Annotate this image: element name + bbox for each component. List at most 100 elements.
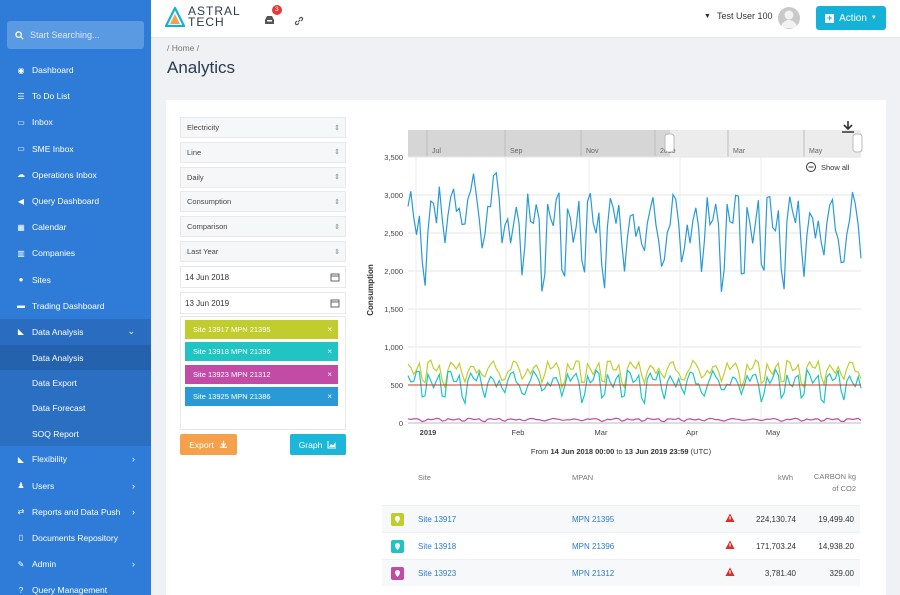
- export-button[interactable]: Export: [180, 434, 237, 455]
- mpan-link[interactable]: MPN 21396: [572, 542, 615, 551]
- sidebar-item-sites[interactable]: ● Sites: [0, 267, 151, 293]
- sidebar-item-trading-dashboard[interactable]: ▬ Trading Dashboard: [0, 293, 151, 319]
- sidebar-item-label: Trading Dashboard: [32, 300, 105, 311]
- x-tick-label: 2019: [420, 428, 437, 437]
- select-line[interactable]: Line ⇕: [180, 141, 346, 163]
- user-menu[interactable]: ▼ Test User 100: [704, 11, 772, 21]
- sidebar-item-label: Query Dashboard: [32, 196, 100, 207]
- site-link[interactable]: Site 13917: [418, 515, 457, 524]
- mpan-link[interactable]: MPN 21312: [572, 569, 615, 578]
- link-button[interactable]: [294, 13, 304, 31]
- navigator-selection[interactable]: [670, 130, 861, 157]
- search-placeholder: Start Searching...: [30, 30, 100, 40]
- site-tag-label: Site 13918 MPN 21396: [193, 347, 271, 357]
- select-last-year[interactable]: Last Year ⇕: [180, 241, 346, 262]
- select-consumption[interactable]: Consumption ⇕: [180, 191, 346, 213]
- graph-button[interactable]: Graph: [290, 434, 346, 455]
- site-marker: [391, 513, 404, 526]
- series-line[interactable]: [407, 417, 862, 423]
- table-row[interactable]: Site 13917 MPN 21395 224,130.74 19,499.40: [382, 505, 860, 532]
- sidebar-subitem-soq-report[interactable]: SOQ Report: [0, 420, 151, 447]
- notifications-button[interactable]: 3: [264, 5, 282, 30]
- sidebar-item-inbox[interactable]: ▭ Inbox: [0, 109, 151, 135]
- series-line[interactable]: [407, 367, 862, 406]
- site-link[interactable]: Site 13923: [418, 569, 457, 578]
- sidebar-item-label: Operations Inbox: [32, 169, 97, 180]
- map-pin-icon: [395, 570, 400, 577]
- col-header-carbon-line1: CARBON kg: [813, 472, 856, 481]
- sidebar-item-flexibility[interactable]: ◣ Flexibility ›: [0, 446, 151, 472]
- site-tag[interactable]: Site 13923 MPN 21312 ×: [185, 364, 338, 384]
- dashboard-icon: ◉: [17, 65, 25, 75]
- sidebar-subitem-data-forecast[interactable]: Data Forecast: [0, 395, 151, 421]
- sidebar-item-operations-inbox[interactable]: ☁ Operations Inbox: [0, 162, 151, 188]
- col-header-carbon[interactable]: CARBON kg of CO2: [806, 471, 856, 495]
- action-button[interactable]: + Action ▼: [816, 6, 886, 30]
- x-tick-label: May: [766, 428, 780, 437]
- sidebar-item-data-analysis[interactable]: ◣ Data Analysis ⌄: [0, 318, 151, 346]
- sidebar-item-reports-and-data-push[interactable]: ⇄ Reports and Data Push ›: [0, 499, 151, 525]
- sidebar-item-to-do-list[interactable]: ☰ To Do List: [0, 83, 151, 109]
- kwh-value: 224,130.74: [755, 515, 796, 524]
- date-to-field[interactable]: 13 Jun 2019: [180, 292, 346, 314]
- table-row[interactable]: Site 13918 MPN 21396 171,703.24 14,938.20: [382, 532, 860, 559]
- sort-icon: ⇕: [334, 248, 340, 256]
- series-line[interactable]: [407, 171, 862, 292]
- site-tag-label: Site 13925 MPN 21386: [193, 391, 271, 401]
- warning-icon[interactable]: [725, 567, 735, 579]
- series-line[interactable]: [407, 358, 862, 390]
- col-header-site[interactable]: Site: [418, 473, 431, 482]
- date-from-value: 14 Jun 2018: [185, 272, 230, 282]
- close-icon[interactable]: ×: [327, 325, 332, 334]
- navigator-handle-left[interactable]: [664, 133, 675, 153]
- site-tag[interactable]: Site 13925 MPN 21386 ×: [185, 386, 338, 406]
- sidebar-item-label: Users: [32, 480, 55, 491]
- close-icon[interactable]: ×: [327, 391, 332, 401]
- sidebar-item-sme-inbox[interactable]: ▭ SME Inbox: [0, 136, 151, 162]
- sidebar-subitem-data-analysis[interactable]: Data Analysis: [0, 345, 151, 371]
- sidebar-item-query-dashboard[interactable]: ◀ Query Dashboard: [0, 188, 151, 214]
- sidebar-item-calendar[interactable]: ▦ Calendar: [0, 214, 151, 240]
- col-header-kwh[interactable]: kWh: [778, 473, 793, 482]
- sidebar-item-label: SME Inbox: [32, 143, 74, 154]
- warning-icon[interactable]: [725, 540, 735, 552]
- chevron-down-icon: ⌄: [127, 326, 135, 337]
- sort-icon: ⇕: [334, 198, 340, 206]
- col-header-mpan[interactable]: MPAN: [572, 473, 594, 482]
- sidebar-item-companies[interactable]: ▥ Companies: [0, 240, 151, 266]
- table-row[interactable]: Site 13923 MPN 21312 3,781.40 329.00: [382, 559, 860, 586]
- search-input[interactable]: Start Searching...: [7, 21, 144, 49]
- range-from: 14 Jun 2018 00:00: [550, 447, 615, 456]
- select-daily[interactable]: Daily ⇕: [180, 166, 346, 188]
- sidebar-item-admin[interactable]: ✎ Admin ›: [0, 551, 151, 577]
- x-tick-label: Apr: [686, 428, 698, 437]
- site-tag[interactable]: Site 13917 MPN 21395 ×: [185, 320, 338, 339]
- download-icon[interactable]: [842, 121, 854, 133]
- consumption-chart[interactable]: Jul Sep Nov 2019 Mar May 0 500 1,000 1,500 2,000 2,…: [360, 110, 880, 465]
- select-electricity[interactable]: Electricity ⇕: [180, 117, 346, 138]
- sidebar-subitem-data-export[interactable]: Data Export: [0, 370, 151, 396]
- site-link[interactable]: Site 13918: [418, 542, 457, 551]
- close-icon[interactable]: ×: [327, 369, 332, 379]
- mpan-link[interactable]: MPN 21395: [572, 515, 615, 524]
- close-icon[interactable]: ×: [327, 347, 332, 357]
- warning-icon[interactable]: [725, 513, 735, 525]
- navigator-handle-right[interactable]: [852, 133, 863, 153]
- site-tag[interactable]: Site 13918 MPN 21396 ×: [185, 342, 338, 362]
- kwh-value: 3,781.40: [764, 569, 796, 578]
- megaphone-icon: ◀: [17, 196, 25, 206]
- sidebar-item-label: Query Management: [32, 585, 108, 595]
- y-tick-label: 2,000: [384, 267, 403, 276]
- y-tick-label: 2,500: [384, 229, 403, 238]
- select-value: Comparison: [187, 222, 228, 232]
- logo[interactable]: ASTRAL TECH: [165, 5, 241, 28]
- sidebar-item-dashboard[interactable]: ◉ Dashboard: [0, 57, 151, 83]
- sidebar-item-users[interactable]: ♟ Users ›: [0, 472, 151, 498]
- sidebar-item-query-management[interactable]: ? Query Management: [0, 577, 151, 595]
- sidebar-item-documents-repository[interactable]: ▯ Documents Repository: [0, 525, 151, 551]
- date-from-field[interactable]: 14 Jun 2018: [180, 266, 346, 288]
- breadcrumb[interactable]: / Home /: [167, 43, 200, 53]
- show-all-button[interactable]: Show all: [806, 162, 850, 173]
- avatar[interactable]: [778, 7, 800, 29]
- select-comparison[interactable]: Comparison ⇕: [180, 216, 346, 238]
